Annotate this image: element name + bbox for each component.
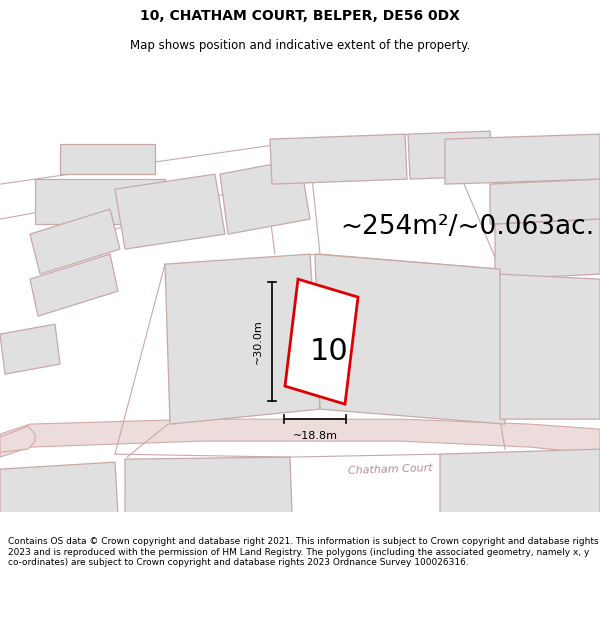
Polygon shape (0, 419, 600, 457)
Polygon shape (285, 279, 358, 404)
Polygon shape (35, 179, 165, 224)
Polygon shape (495, 219, 600, 279)
Polygon shape (0, 426, 35, 452)
Text: ~18.8m: ~18.8m (293, 431, 337, 441)
Polygon shape (125, 457, 292, 514)
Polygon shape (500, 274, 600, 419)
Text: 10, CHATHAM COURT, BELPER, DE56 0DX: 10, CHATHAM COURT, BELPER, DE56 0DX (140, 9, 460, 24)
Text: Map shows position and indicative extent of the property.: Map shows position and indicative extent… (130, 39, 470, 52)
Polygon shape (408, 131, 492, 179)
Text: ~30.0m: ~30.0m (253, 319, 263, 364)
Text: Contains OS data © Crown copyright and database right 2021. This information is : Contains OS data © Crown copyright and d… (8, 537, 598, 567)
Text: Chatham Court: Chatham Court (347, 462, 433, 476)
Polygon shape (445, 134, 600, 184)
Polygon shape (490, 179, 600, 224)
Polygon shape (60, 144, 155, 174)
Polygon shape (0, 462, 118, 514)
Polygon shape (315, 254, 505, 424)
Polygon shape (30, 254, 118, 316)
Polygon shape (30, 209, 120, 274)
Text: 10: 10 (310, 337, 349, 366)
Polygon shape (115, 174, 225, 249)
Polygon shape (270, 134, 407, 184)
Text: ~254m²/~0.063ac.: ~254m²/~0.063ac. (340, 214, 594, 240)
Polygon shape (165, 254, 320, 424)
Polygon shape (220, 159, 310, 234)
Polygon shape (440, 449, 600, 514)
Polygon shape (0, 324, 60, 374)
